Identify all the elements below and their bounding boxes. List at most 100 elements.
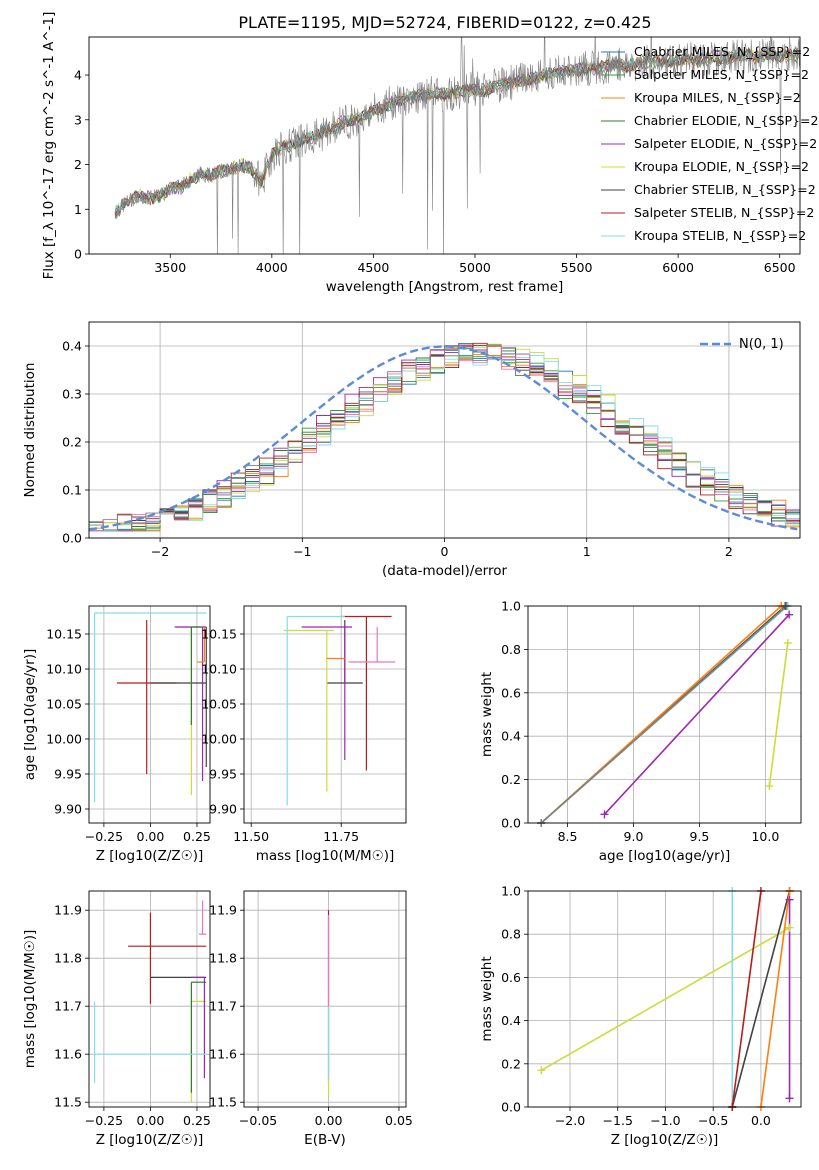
y-tick-label: 0.2	[501, 772, 521, 787]
plot-area	[93, 900, 207, 1103]
x-tick-label: 0.00	[137, 829, 165, 844]
y-tick-label: 0.3	[62, 387, 82, 402]
x-tick-label: −0.5	[698, 1113, 728, 1128]
x-tick-label: −0.25	[85, 829, 123, 844]
y-tick-label: 2	[74, 157, 82, 172]
x-tick-label: −1	[293, 544, 311, 559]
y-tick-label: 11.8	[54, 951, 82, 966]
panel-spectrum: 3500 4000 4500 5000 5500 6000 6500 0 1 2 3 4 wavelen…	[41, 12, 818, 295]
y-tick-label: 9.90	[209, 802, 237, 817]
y-axis-label: mass weight	[479, 672, 495, 757]
y-tick-label: 9.90	[54, 802, 82, 817]
y-tick-label: 0.2	[501, 1056, 521, 1071]
x-tick-label: 9.0	[624, 829, 644, 844]
legend-label: Kroupa ELODIE, N_{SSP}=2	[634, 159, 809, 174]
x-tick-label: 8.5	[558, 829, 578, 844]
mass-weight-marker	[783, 638, 792, 647]
mass-weight-line	[540, 606, 788, 823]
plot-area	[540, 606, 790, 823]
y-axis-label: Flux [f_λ 10^-17 erg cm^-2 s^-1 A^-1]	[41, 12, 57, 280]
x-axis-label: wavelength [Angstrom, rest frame]	[326, 279, 564, 295]
legend-label: Kroupa MILES, N_{SSP}=2	[634, 90, 801, 105]
y-axis-label: mass weight	[479, 956, 495, 1041]
x-tick-label: −2.0	[555, 1113, 585, 1128]
x-tick-label: 0.0	[751, 1113, 771, 1128]
x-tick-label: 9.5	[690, 829, 710, 844]
x-tick-label: −0.05	[239, 1113, 277, 1128]
x-tick-label: 11.50	[233, 829, 269, 844]
x-tick-label: −1.5	[603, 1113, 633, 1128]
legend-label: Salpeter STELIB, N_{SSP}=2	[634, 205, 814, 220]
x-tick-label: 0.25	[183, 1113, 211, 1128]
x-tick-label: 0	[441, 544, 449, 559]
plot-area	[114, 37, 800, 254]
axes-frame	[88, 321, 801, 539]
axes-frame	[88, 890, 211, 1108]
legend-label: N(0, 1)	[739, 337, 784, 352]
y-tick-label: 10.00	[201, 732, 237, 747]
y-tick-label: 9.95	[54, 767, 82, 782]
mass-weight-line	[760, 891, 791, 1107]
panel-age-vs-metallicity: −0.25 0.00 0.25 9.90 9.95 10.00 10.05 10.10 10.1…	[22, 605, 211, 864]
y-tick-label: 10.05	[201, 697, 237, 712]
y-tick-label: 11.9	[209, 903, 237, 918]
y-tick-label: 0.0	[501, 1100, 521, 1115]
histogram-legend: N(0, 1)	[700, 337, 784, 352]
legend-label: Salpeter MILES, N_{SSP}=2	[634, 67, 809, 82]
y-axis-label: age [log10(age/yr)]	[22, 649, 38, 781]
y-tick-label: 11.6	[209, 1047, 237, 1062]
legend-label: Salpeter ELODIE, N_{SSP}=2	[634, 136, 817, 151]
x-axis-label: mass [log10(M/M☉)]	[256, 848, 395, 864]
y-tick-label: 1.0	[501, 884, 521, 899]
y-tick-label: 0.1	[62, 483, 82, 498]
x-axis-label: Z [log10(Z/Z☉)]	[96, 848, 204, 864]
x-tick-label: 2	[725, 544, 733, 559]
x-tick-label: 1	[583, 544, 591, 559]
figure-title: PLATE=1195, MJD=52724, FIBERID=0122, z=0…	[238, 13, 651, 32]
mass-weight-line	[731, 891, 762, 1107]
y-tick-label: 0.4	[501, 729, 521, 744]
plot-area	[283, 615, 396, 806]
y-tick-label: 0.0	[501, 816, 521, 831]
mass-weight-line	[768, 642, 789, 787]
histogram-step	[89, 344, 800, 532]
y-tick-label: 11.7	[209, 999, 237, 1014]
histogram-step	[89, 345, 800, 532]
mass-weight-marker	[785, 923, 794, 932]
plot-area	[93, 612, 207, 802]
mass-weight-line	[540, 927, 790, 1071]
mass-weight-marker	[785, 610, 794, 619]
normal-reference-curve	[89, 345, 798, 531]
mass-weight-marker	[785, 1094, 794, 1103]
plot-area	[89, 342, 800, 532]
y-tick-label: 11.6	[54, 1047, 82, 1062]
y-tick-label: 0.2	[62, 435, 82, 450]
x-tick-label: 0.00	[137, 1113, 165, 1128]
x-tick-label: 4500	[357, 260, 389, 275]
y-tick-label: 0.8	[501, 642, 521, 657]
axes-frame	[243, 890, 407, 1108]
y-tick-label: 0.0	[62, 531, 82, 546]
y-tick-label: 1.0	[501, 599, 521, 614]
y-tick-label: 0	[74, 247, 82, 262]
mass-weight-line	[603, 614, 790, 815]
y-tick-label: 11.5	[54, 1095, 82, 1110]
y-tick-label: 0.4	[501, 1013, 521, 1028]
panel-age-vs-mass: 11.50 11.75 9.90 9.95 10.00 10.05 10.10 10.15 ma…	[201, 605, 407, 864]
panel-mass-weight-vs-metallicity: −2.0 −1.5 −1.0 −0.5 0.0 0.0 0.2 0.4 0.6 0.8 1.0 Z […	[479, 884, 802, 1148]
panel-mass-vs-metallicity: −0.25 0.00 0.25 11.5 11.6 11.7 11.8 11.9 Z [log1…	[22, 890, 211, 1148]
legend-label: Chabrier MILES, N_{SSP}=2	[634, 44, 810, 59]
x-tick-label: 6000	[662, 260, 694, 275]
x-tick-label: −2	[151, 544, 169, 559]
x-tick-label: 10.0	[751, 829, 779, 844]
panel-mass-vs-extinction: −0.05 0.00 0.05 11.5 11.6 11.7 11.8 11.9 E(B-V)	[209, 890, 413, 1148]
y-tick-label: 0.6	[501, 970, 521, 985]
y-tick-label: 11.5	[209, 1095, 237, 1110]
x-axis-label: E(B-V)	[304, 1132, 346, 1148]
y-tick-label: 11.7	[54, 999, 82, 1014]
y-axis-label: Normed distribution	[22, 363, 38, 498]
legend-label: Chabrier ELODIE, N_{SSP}=2	[634, 113, 818, 128]
y-tick-label: 10.15	[46, 627, 82, 642]
observed-spectrum-line	[114, 37, 800, 254]
